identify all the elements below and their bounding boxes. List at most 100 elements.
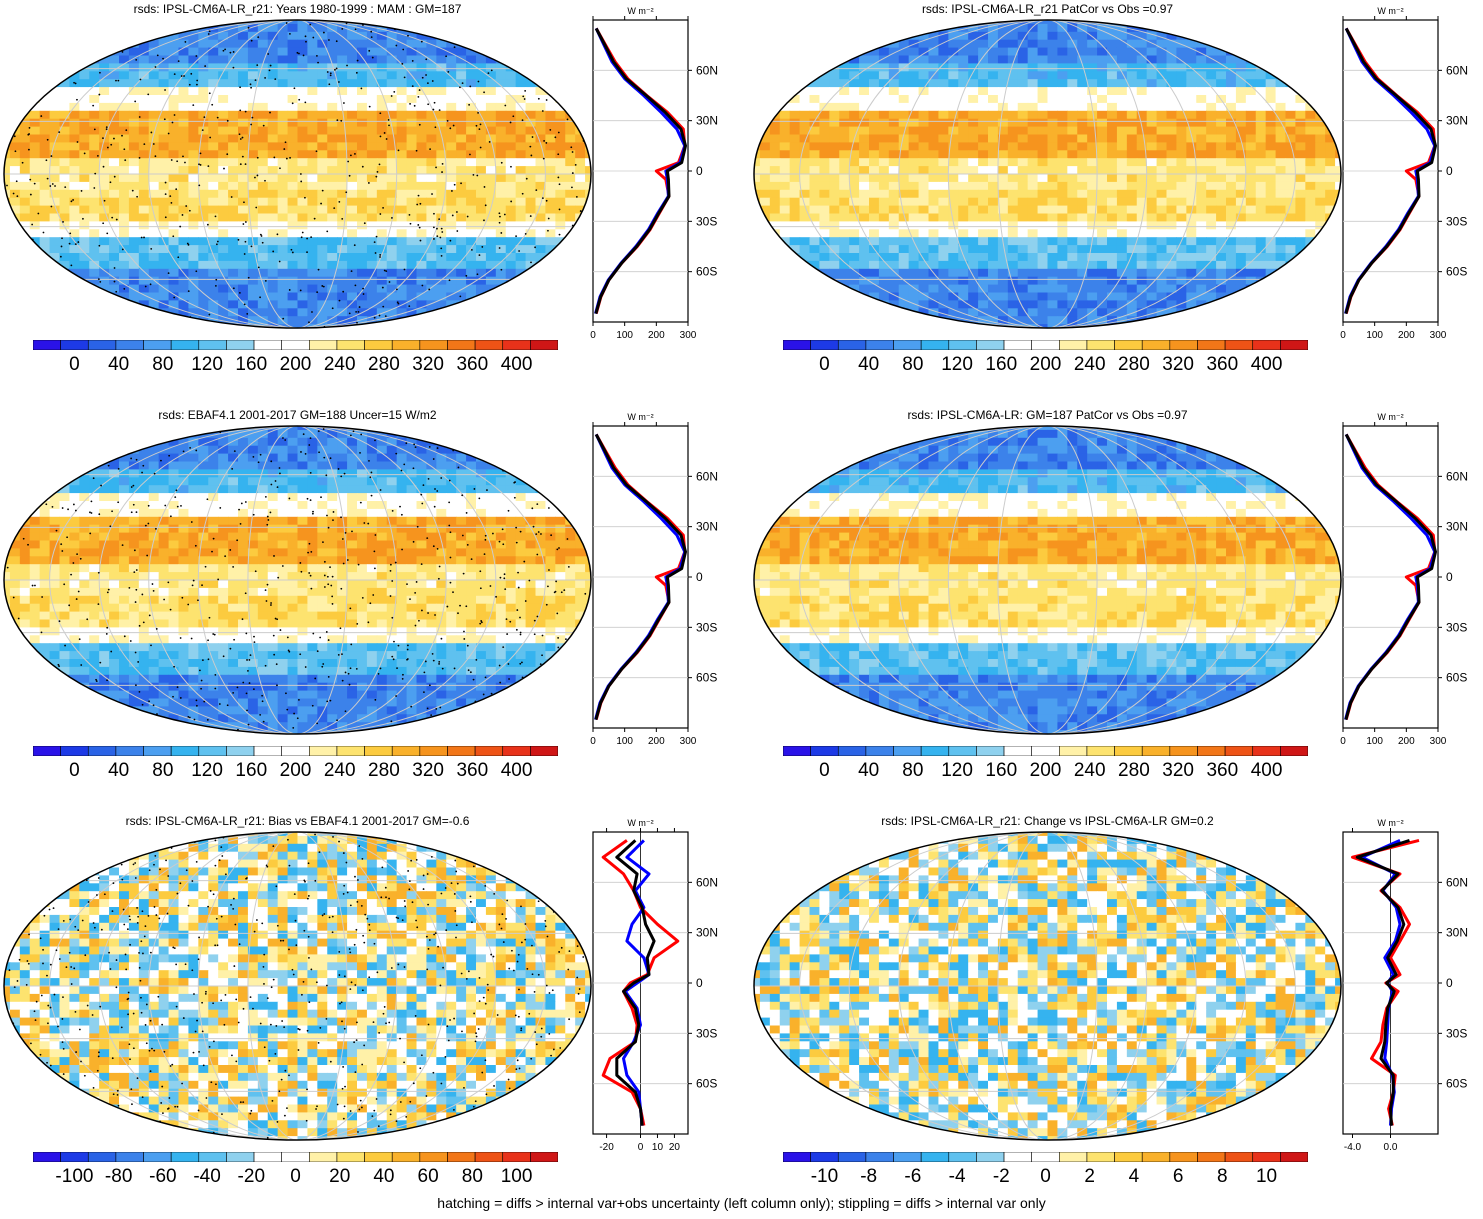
map-cell — [337, 158, 348, 167]
stipple-dot — [314, 218, 316, 220]
map-cell — [978, 237, 989, 246]
map-cell — [307, 142, 318, 151]
stipple-dot — [13, 317, 15, 319]
map-cell — [849, 87, 860, 96]
map-cell — [998, 142, 1009, 151]
map-cell — [1097, 95, 1108, 104]
map-cell — [446, 63, 457, 72]
map-cell — [526, 300, 537, 309]
map-cell — [1256, 48, 1267, 57]
map-cell — [919, 229, 930, 238]
map-cell — [1038, 32, 1049, 41]
map-cell — [357, 198, 368, 207]
stipple-dot — [375, 252, 377, 254]
map-cell — [1256, 166, 1267, 175]
map-cell — [1176, 48, 1187, 57]
stipple-dot — [51, 268, 53, 270]
map-cell — [506, 48, 517, 57]
map-cell — [1057, 103, 1068, 112]
map-cell — [1018, 206, 1029, 215]
map-cell — [1266, 198, 1277, 207]
stipple-dot — [13, 193, 15, 195]
map-cell — [1097, 63, 1108, 72]
stipple-dot — [16, 298, 18, 300]
stipple-dot — [459, 86, 461, 88]
map-cell — [829, 103, 840, 112]
map-cell — [278, 63, 289, 72]
map-cell — [208, 182, 219, 191]
map-cell — [545, 56, 556, 65]
stipple-dot — [454, 46, 456, 48]
map-cell — [129, 324, 140, 332]
map-cell — [800, 63, 811, 72]
map-cell — [1236, 87, 1247, 96]
map-cell — [40, 182, 51, 191]
map-cell — [238, 300, 249, 309]
map-cell — [109, 214, 120, 223]
map-cell — [1097, 174, 1108, 183]
map-cell — [486, 119, 497, 128]
map-cell — [327, 103, 338, 112]
map-cell — [516, 150, 527, 159]
map-cell — [288, 111, 299, 120]
map-cell — [20, 150, 31, 159]
stipple-dot — [69, 232, 71, 234]
map-cell — [208, 190, 219, 199]
map-cell — [79, 316, 90, 325]
map-cell — [869, 214, 880, 223]
map-cell — [99, 198, 110, 207]
map-cell — [298, 127, 309, 136]
map-cell — [476, 206, 487, 215]
map-cell — [496, 95, 507, 104]
map-cell — [919, 71, 930, 80]
stipple-dot — [379, 256, 381, 258]
map-cell — [1157, 16, 1168, 25]
map-cell — [998, 63, 1009, 72]
map-cell — [829, 221, 840, 230]
map-cell — [407, 190, 418, 199]
map-cell — [780, 48, 791, 57]
map-cell — [159, 277, 170, 286]
stipple-dot — [298, 99, 300, 101]
map-cell — [1028, 206, 1039, 215]
map-cell — [387, 166, 398, 175]
map-cell — [288, 87, 299, 96]
map-cell — [1127, 229, 1138, 238]
map-cell — [948, 111, 959, 120]
map-cell — [506, 253, 517, 262]
map-cell — [1206, 142, 1217, 151]
map-cell — [978, 95, 989, 104]
map-cell — [750, 56, 761, 65]
map-cell — [436, 103, 447, 112]
map-cell — [978, 142, 989, 151]
map-cell — [99, 182, 110, 191]
map-cell — [545, 206, 556, 215]
map-cell — [1176, 24, 1187, 33]
map-cell — [10, 24, 21, 33]
map-cell — [307, 277, 318, 286]
map-cell — [407, 245, 418, 254]
map-cell — [1117, 103, 1128, 112]
map-cell — [278, 150, 289, 159]
stipple-dot — [445, 55, 447, 57]
stipple-dot — [557, 153, 559, 155]
map-cell — [978, 158, 989, 167]
stipple-dot — [29, 51, 31, 53]
map-cell — [10, 182, 21, 191]
map-cell — [476, 308, 487, 317]
map-cell — [179, 166, 190, 175]
map-cell — [1008, 32, 1019, 41]
map-cell — [258, 32, 269, 41]
map-cell — [770, 253, 781, 262]
map-cell — [1028, 221, 1039, 230]
map-cell — [288, 135, 299, 144]
map-cell — [1077, 198, 1088, 207]
map-cell — [780, 63, 791, 72]
map-cell — [1305, 135, 1316, 144]
map-cell — [760, 150, 771, 159]
map-cell — [417, 214, 428, 223]
map-cell — [829, 206, 840, 215]
stipple-dot — [245, 163, 247, 165]
map-cell — [367, 174, 378, 183]
stipple-dot — [115, 291, 117, 293]
